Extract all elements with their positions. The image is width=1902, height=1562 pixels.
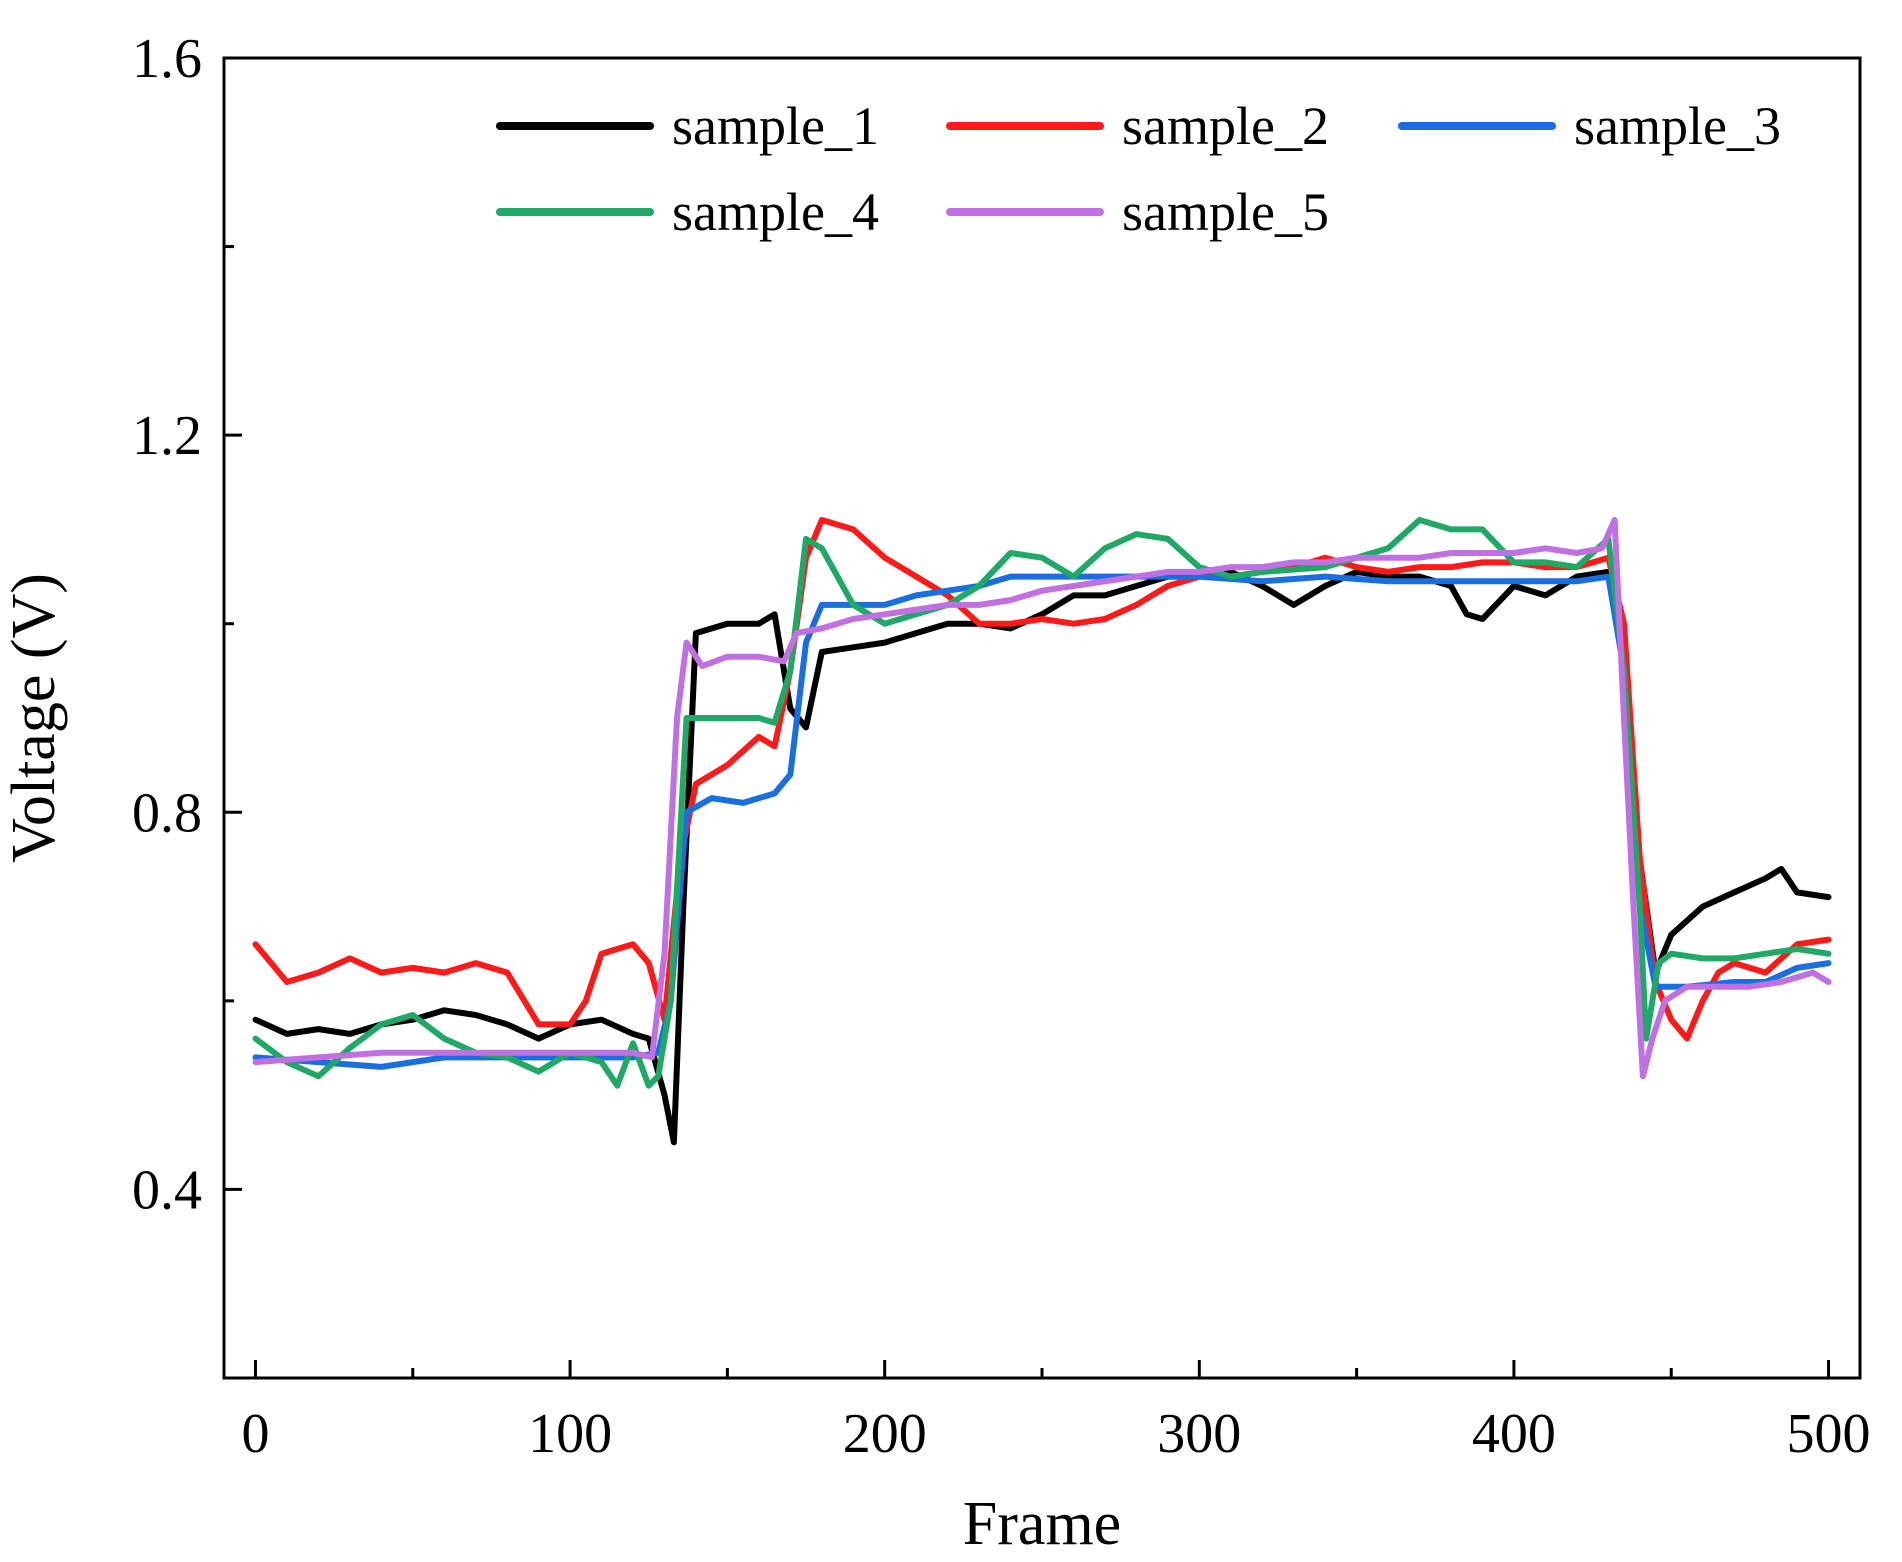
y-axis-title: Voltage (V) bbox=[0, 573, 68, 863]
legend-label-sample_1: sample_1 bbox=[672, 96, 879, 156]
x-tick-label: 0 bbox=[241, 1403, 269, 1465]
series-layer bbox=[252, 517, 1832, 1146]
x-tick-label: 200 bbox=[843, 1403, 927, 1465]
legend-label-sample_3: sample_3 bbox=[1574, 96, 1781, 156]
series-line-sample_4 bbox=[252, 517, 1832, 1089]
series-line-sample_5 bbox=[252, 517, 1832, 1080]
y-tick-label: 0.4 bbox=[132, 1159, 202, 1221]
y-axis: 0.4 0.8 1.2 1.6 bbox=[132, 28, 242, 1221]
x-tick-label: 300 bbox=[1157, 1403, 1241, 1465]
legend: sample_1 sample_2 sample_3 sample_4 sample_5 bbox=[496, 96, 1781, 242]
legend-label-sample_4: sample_4 bbox=[672, 182, 879, 242]
x-axis-title: Frame bbox=[963, 1490, 1121, 1558]
legend-label-sample_2: sample_2 bbox=[1122, 96, 1329, 156]
x-tick-label: 500 bbox=[1787, 1403, 1871, 1465]
x-axis: 0 100 200 300 400 500 bbox=[241, 1360, 1871, 1465]
y-tick-label: 1.6 bbox=[132, 28, 202, 90]
x-tick-label: 100 bbox=[528, 1403, 612, 1465]
legend-label-sample_5: sample_5 bbox=[1122, 182, 1329, 242]
series-line-sample_2 bbox=[252, 517, 1832, 1042]
y-tick-label: 0.8 bbox=[132, 782, 202, 844]
y-tick-label: 1.2 bbox=[132, 405, 202, 467]
series-line-sample_3 bbox=[252, 573, 1832, 1070]
x-tick-label: 400 bbox=[1472, 1403, 1556, 1465]
plot-frame bbox=[222, 56, 1862, 1380]
